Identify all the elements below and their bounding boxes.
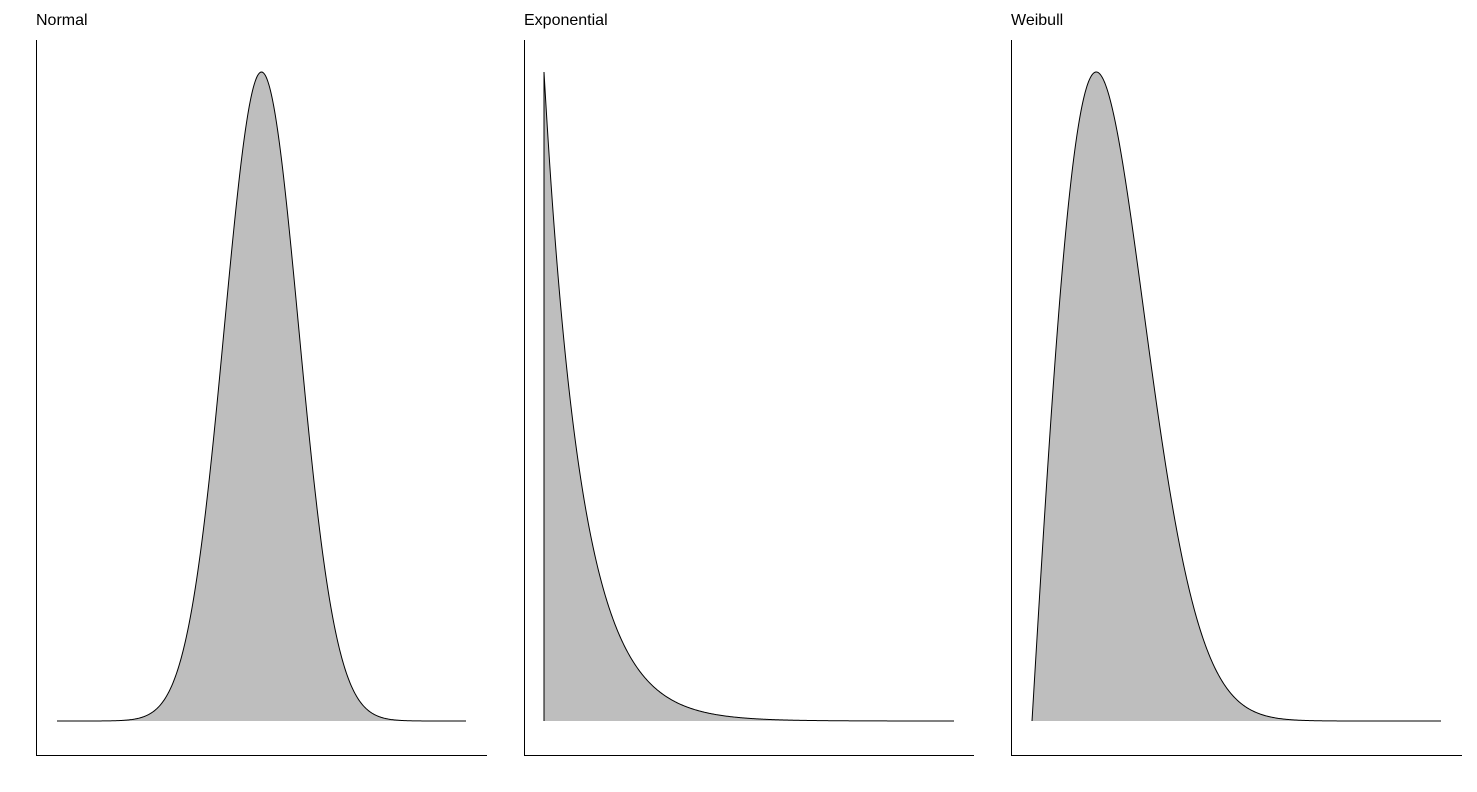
density-area	[1032, 72, 1441, 721]
density-curve	[57, 71, 466, 722]
chart-plot	[524, 40, 974, 756]
density-area	[57, 72, 466, 721]
chart-plot	[1011, 40, 1462, 756]
chart-title: Exponential	[524, 12, 608, 29]
chart-panel-exponential: Exponential	[524, 0, 976, 792]
density-area	[544, 72, 954, 721]
chart-title: Normal	[36, 12, 88, 29]
chart-plot	[36, 40, 487, 756]
chart-panel-normal: Normal	[36, 0, 488, 792]
density-curve	[543, 71, 954, 722]
chart-title: Weibull	[1011, 12, 1064, 29]
chart-panel-weibull: Weibull	[1011, 0, 1463, 792]
density-curve	[1031, 71, 1441, 722]
